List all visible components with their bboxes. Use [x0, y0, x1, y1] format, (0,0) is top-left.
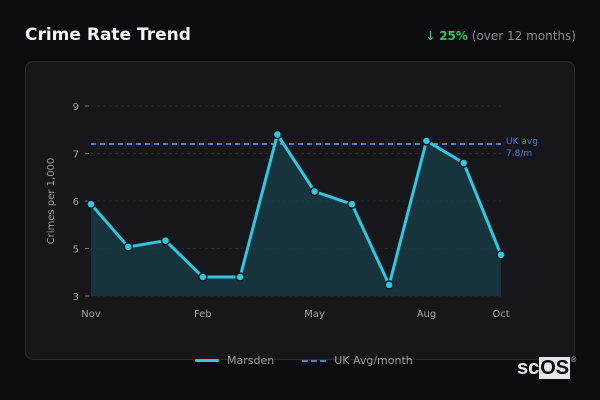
legend-item-uk-avg[interactable]: UK Avg/month: [302, 354, 413, 367]
svg-text:7: 7: [73, 150, 79, 161]
chart-legend: Marsden UK Avg/month: [195, 354, 413, 367]
data-point[interactable]: [123, 242, 134, 252]
svg-text:5: 5: [73, 245, 79, 256]
data-point[interactable]: [160, 235, 171, 246]
data-points: [86, 129, 506, 290]
data-point[interactable]: [198, 272, 208, 282]
y-axis: 3 5 6 7 9: [73, 102, 89, 303]
data-point[interactable]: [309, 186, 320, 197]
legend-label-marsden: Marsden: [227, 354, 275, 367]
x-axis: Nov Feb May Aug Oct: [81, 309, 509, 320]
svg-text:Oct: Oct: [492, 309, 509, 320]
data-point[interactable]: [421, 136, 432, 146]
svg-text:Aug: Aug: [417, 309, 437, 320]
data-point[interactable]: [235, 272, 245, 282]
svg-text:Nov: Nov: [81, 309, 101, 320]
scos-logo: scOS ®: [517, 357, 576, 380]
trend-percent: 25%: [439, 29, 468, 43]
logo-os: OS: [539, 357, 571, 379]
data-point[interactable]: [458, 158, 469, 168]
logo-sc: sc: [517, 357, 540, 379]
series-area-fill: [91, 134, 501, 296]
svg-text:Feb: Feb: [194, 309, 212, 320]
y-axis-label: Crimes per 1,000: [46, 158, 57, 245]
legend-label-uk-avg: UK Avg/month: [334, 354, 413, 367]
svg-text:9: 9: [73, 102, 79, 113]
svg-text:May: May: [304, 309, 325, 320]
legend-dashed-line-icon: [302, 359, 327, 362]
trend-summary: ↓ 25% (over 12 months): [425, 29, 576, 43]
data-point[interactable]: [384, 280, 394, 290]
series-line-marsden: [89, 133, 503, 287]
uk-avg-annotation: UK avg: [506, 137, 538, 147]
page-title: Crime Rate Trend: [25, 25, 191, 45]
legend-solid-line-icon: [195, 359, 219, 362]
trend-note: (over 12 months): [471, 29, 576, 43]
data-point[interactable]: [86, 199, 96, 209]
svg-text:3: 3: [73, 292, 79, 303]
legend-item-marsden[interactable]: Marsden: [195, 354, 274, 367]
data-point[interactable]: [496, 250, 506, 260]
data-point[interactable]: [272, 129, 283, 140]
logo-registered-mark: ®: [571, 357, 577, 364]
svg-text:6: 6: [73, 197, 79, 208]
uk-avg-annotation-value: 7.8/m: [506, 149, 532, 159]
trend-down-arrow-icon: ↓: [425, 29, 436, 43]
data-point[interactable]: [347, 199, 357, 209]
